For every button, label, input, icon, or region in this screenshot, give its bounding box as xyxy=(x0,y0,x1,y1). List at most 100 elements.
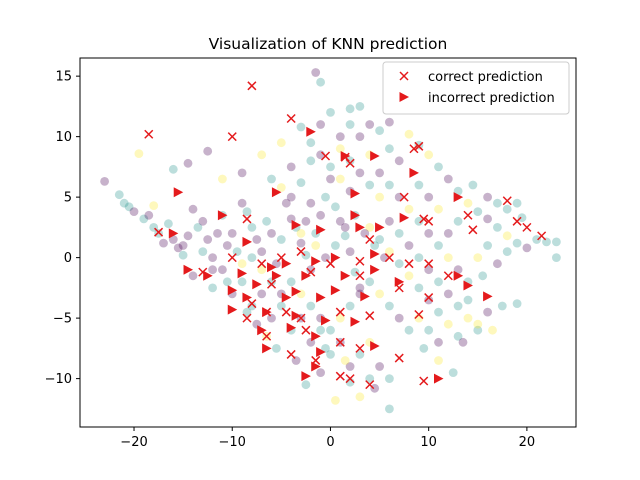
incorrect-prediction-marker xyxy=(306,126,316,137)
data-point xyxy=(463,295,473,305)
data-point xyxy=(326,174,335,184)
correct-prediction-marker xyxy=(463,210,473,220)
data-point xyxy=(443,289,453,299)
data-point xyxy=(208,253,218,262)
data-point xyxy=(100,177,109,186)
data-point xyxy=(335,313,345,323)
data-point xyxy=(281,198,291,208)
incorrect-prediction-marker xyxy=(321,315,331,326)
incorrect-prediction-marker xyxy=(316,292,326,303)
data-point xyxy=(394,259,404,269)
data-point xyxy=(394,156,404,166)
incorrect-prediction-marker xyxy=(271,187,282,198)
correct-prediction-marker xyxy=(286,113,296,124)
incorrect-prediction-marker xyxy=(203,270,213,281)
correct-prediction-marker xyxy=(286,349,296,359)
data-point xyxy=(340,231,350,241)
correct-prediction-marker xyxy=(404,259,414,269)
incorrect-prediction-marker xyxy=(370,248,380,259)
data-point xyxy=(247,301,257,311)
data-point xyxy=(306,301,316,311)
data-point xyxy=(458,337,468,347)
correct-prediction-marker xyxy=(384,253,394,263)
data-point xyxy=(316,368,325,377)
data-point xyxy=(276,138,286,148)
correct-prediction-marker xyxy=(301,325,311,335)
data-point xyxy=(375,362,384,371)
data-point xyxy=(493,223,502,232)
data-point xyxy=(144,210,154,220)
correct-prediction-marker xyxy=(419,214,429,224)
data-point xyxy=(301,216,311,226)
correct-prediction-marker xyxy=(414,141,424,151)
incorrect-prediction-marker xyxy=(453,270,464,281)
incorrect-prediction-marker xyxy=(409,167,419,178)
data-point xyxy=(286,277,296,287)
x-tick-label: 10 xyxy=(420,435,437,450)
data-point xyxy=(164,219,173,229)
data-point xyxy=(552,253,561,262)
legend: correct prediction incorrect prediction xyxy=(382,61,570,115)
correct-prediction-marker xyxy=(414,309,424,320)
legend-box xyxy=(382,61,570,115)
data-point xyxy=(355,350,365,359)
data-point xyxy=(375,289,384,299)
correct-prediction-marker xyxy=(424,293,434,303)
correct-prediction-marker xyxy=(247,299,257,309)
correct-prediction-marker xyxy=(154,227,164,237)
data-point xyxy=(168,235,178,244)
data-point xyxy=(424,229,434,238)
data-point xyxy=(252,235,262,244)
correct-prediction-marker xyxy=(394,353,404,363)
incorrect-prediction-marker xyxy=(262,343,272,354)
data-point xyxy=(468,180,478,190)
background-points xyxy=(100,68,561,414)
data-point xyxy=(321,344,330,353)
correct-prediction-marker xyxy=(144,129,154,139)
incorrect-prediction-marker xyxy=(242,236,252,247)
y-tick-label: 5 xyxy=(64,191,72,206)
data-point xyxy=(237,168,247,178)
correct-prediction-marker xyxy=(296,247,306,257)
incorrect-prediction-marker xyxy=(286,322,297,333)
data-point xyxy=(301,380,311,390)
plot-frame xyxy=(79,57,577,428)
data-point xyxy=(311,241,321,250)
incorrect-prediction-marker xyxy=(168,228,179,239)
data-point xyxy=(483,307,492,317)
incorrect-prediction-marker xyxy=(399,212,410,223)
data-point xyxy=(385,144,394,154)
data-point xyxy=(321,253,330,262)
data-point xyxy=(404,204,414,214)
correct-prediction-marker xyxy=(262,331,272,341)
correct-prediction-marker xyxy=(443,271,453,281)
incorrect-prediction-marker xyxy=(375,222,385,233)
correct-prediction-marker xyxy=(345,374,355,384)
data-point xyxy=(208,265,218,275)
data-point xyxy=(242,207,252,217)
data-point xyxy=(448,368,458,377)
incorrect-prediction-marker xyxy=(291,219,302,230)
data-point xyxy=(331,202,340,212)
data-point xyxy=(345,247,355,256)
data-point xyxy=(183,158,193,168)
data-point xyxy=(276,183,286,192)
data-point xyxy=(365,374,375,383)
data-point xyxy=(493,198,502,208)
data-point xyxy=(301,250,311,260)
data-point xyxy=(542,237,551,247)
data-point xyxy=(385,301,394,311)
y-tick-label: −10 xyxy=(45,372,72,387)
correct-prediction-marker xyxy=(424,216,434,226)
data-point xyxy=(306,265,316,275)
incorrect-prediction-marker xyxy=(301,270,311,281)
data-point xyxy=(483,214,492,224)
incorrect-prediction-marker xyxy=(370,150,380,161)
correct-prediction-marker xyxy=(399,192,409,202)
incorrect-prediction-marker xyxy=(173,187,184,198)
data-point xyxy=(488,325,497,335)
data-point xyxy=(286,162,296,172)
data-point xyxy=(257,247,267,256)
data-point xyxy=(321,192,330,202)
